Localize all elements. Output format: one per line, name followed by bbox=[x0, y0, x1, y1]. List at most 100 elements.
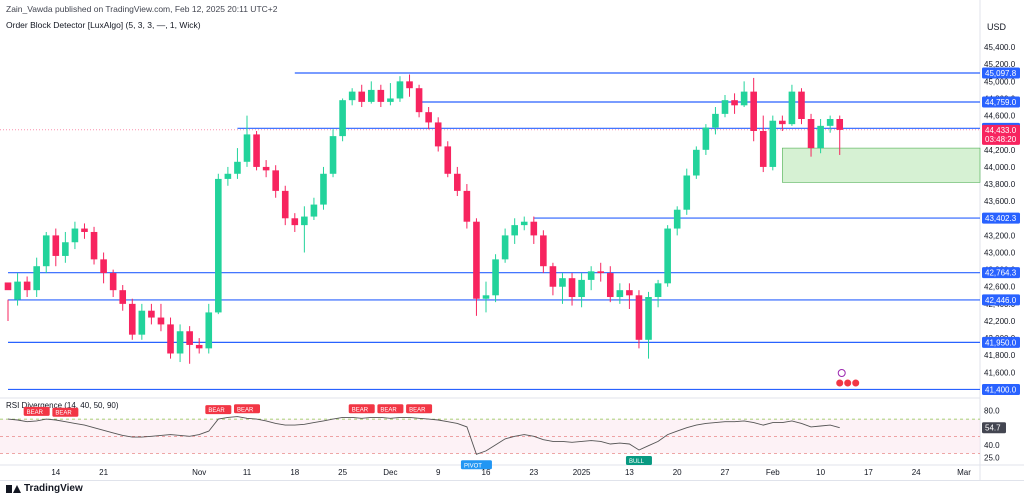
candle-body bbox=[148, 310, 155, 318]
candle-body bbox=[520, 221, 528, 226]
time-axis[interactable]: 14 21 Nov 11 18 25 Dec 9 16 23 2025 13 20 27 Feb 10 17 24… bbox=[51, 468, 971, 477]
candle-body bbox=[415, 88, 423, 113]
rsi-line bbox=[7, 416, 840, 455]
candle-body bbox=[367, 89, 375, 102]
price-tick-label: 44,600.0 bbox=[984, 112, 1016, 121]
price-chart[interactable]: RSI Divergence (14, 40, 50, 90)BEAR BEAR B… bbox=[0, 0, 1024, 480]
candle-body bbox=[597, 271, 605, 274]
level-tag bbox=[982, 336, 1020, 348]
candle-body bbox=[616, 290, 624, 298]
candle-body bbox=[301, 216, 308, 226]
candle-body bbox=[329, 136, 337, 174]
rsi-tick-label: 40.0 bbox=[984, 441, 1000, 450]
candle-body bbox=[664, 228, 671, 284]
candle-body bbox=[807, 119, 815, 149]
price-tick-label: 43,000.0 bbox=[984, 249, 1016, 258]
rsi-signal-tag bbox=[234, 404, 260, 414]
time-tick-label: 14 bbox=[51, 468, 60, 477]
rsi-signal-label: BEAR bbox=[352, 407, 369, 413]
candle-body bbox=[683, 175, 691, 210]
candle-body bbox=[195, 344, 203, 349]
level-tag bbox=[982, 96, 1020, 108]
level-tag bbox=[982, 67, 1020, 79]
price-axis[interactable]: 41,600.041,800.042,000.042,200.042,400.0… bbox=[982, 43, 1020, 463]
alert-icon bbox=[844, 379, 852, 387]
currency-label[interactable]: USD bbox=[986, 22, 1006, 32]
price-tick-label: 41,800.0 bbox=[984, 351, 1016, 360]
rsi-signal-label: BEAR bbox=[55, 411, 72, 417]
level-tag-label: 42,764.3 bbox=[985, 269, 1017, 278]
rsi-signal-tag bbox=[23, 406, 50, 416]
rsi-signal-tag bbox=[406, 404, 433, 414]
candle-body bbox=[473, 221, 480, 299]
price-tick-label: 43,800.0 bbox=[984, 180, 1016, 189]
candle-body bbox=[511, 225, 518, 236]
rsi-value-tag bbox=[982, 422, 1006, 434]
candle-body bbox=[482, 295, 490, 299]
candle-body bbox=[205, 312, 213, 349]
candle-body bbox=[262, 166, 270, 171]
candle-body bbox=[167, 324, 174, 354]
candle-body bbox=[128, 303, 136, 335]
tradingview-logo[interactable]: TradingView bbox=[6, 483, 83, 494]
time-tick-label: 20 bbox=[673, 468, 682, 477]
candle-body bbox=[731, 100, 738, 106]
candle-body bbox=[826, 119, 834, 126]
candle-body bbox=[645, 297, 652, 340]
rsi-legend: RSI Divergence (14, 40, 50, 90) bbox=[6, 401, 119, 410]
candles-layer bbox=[4, 74, 844, 364]
candle-body bbox=[42, 235, 50, 267]
indicator-title[interactable]: Order Block Detector [LuxAlgo] (5, 3, 3,… bbox=[6, 20, 201, 30]
candle-body bbox=[654, 283, 662, 298]
price-tick-label: 45,400.0 bbox=[984, 43, 1016, 52]
time-tick-label: Dec bbox=[383, 468, 397, 477]
rsi-signal-tag bbox=[348, 404, 375, 414]
rsi-signal-label: BEAR bbox=[409, 407, 426, 413]
time-tick-label: 9 bbox=[436, 468, 441, 477]
price-tick-label: 45,000.0 bbox=[984, 77, 1016, 86]
price-tick-label: 44,000.0 bbox=[984, 163, 1016, 172]
price-tick-label: 42,600.0 bbox=[984, 283, 1016, 292]
candle-body bbox=[788, 91, 796, 125]
level-tag bbox=[982, 294, 1020, 306]
candle-body bbox=[769, 120, 777, 167]
level-tag-label: 43,402.3 bbox=[985, 214, 1017, 223]
candle-body bbox=[224, 173, 232, 179]
candle-body bbox=[635, 295, 643, 340]
publisher-credit: Zain_Vawda published on TradingView.com,… bbox=[6, 4, 278, 14]
candle-body bbox=[234, 161, 241, 174]
candle-body bbox=[119, 290, 127, 304]
candle-body bbox=[606, 273, 614, 298]
price-tick-label: 41,600.0 bbox=[984, 368, 1016, 377]
candle-body bbox=[81, 228, 88, 232]
level-tag-label: 45,097.8 bbox=[985, 69, 1017, 78]
time-tick-label: 27 bbox=[721, 468, 730, 477]
candle-body bbox=[157, 317, 165, 325]
rsi-panel: RSI Divergence (14, 40, 50, 90)BEAR BEAR B… bbox=[0, 401, 980, 470]
candle-body bbox=[463, 190, 471, 222]
candle-body bbox=[540, 235, 547, 267]
candle-body bbox=[176, 331, 184, 354]
candle-body bbox=[759, 130, 767, 167]
candle-body bbox=[215, 178, 222, 313]
time-tick-label: 18 bbox=[290, 468, 299, 477]
candle-body bbox=[281, 190, 289, 219]
candle-body bbox=[549, 266, 557, 287]
candle-body bbox=[358, 91, 366, 102]
candle-body bbox=[291, 218, 299, 226]
time-tick-label: 16 bbox=[482, 468, 491, 477]
candle-body bbox=[310, 204, 318, 217]
candle-body bbox=[740, 91, 748, 106]
level-tag-label: 41,400.0 bbox=[985, 385, 1017, 394]
candle-body bbox=[587, 271, 595, 280]
rsi-signal-label: BEAR bbox=[208, 408, 225, 414]
candle-body bbox=[33, 266, 40, 291]
rsi-tick-label: 80.0 bbox=[984, 407, 1000, 416]
candle-body bbox=[425, 112, 432, 123]
time-tick-label: Feb bbox=[766, 468, 780, 477]
candle-body bbox=[673, 209, 681, 229]
time-tick-label: 10 bbox=[816, 468, 825, 477]
candle-body bbox=[434, 122, 442, 147]
rsi-signal-label: BEAR bbox=[237, 407, 254, 413]
rsi-signal-tag bbox=[205, 405, 232, 415]
